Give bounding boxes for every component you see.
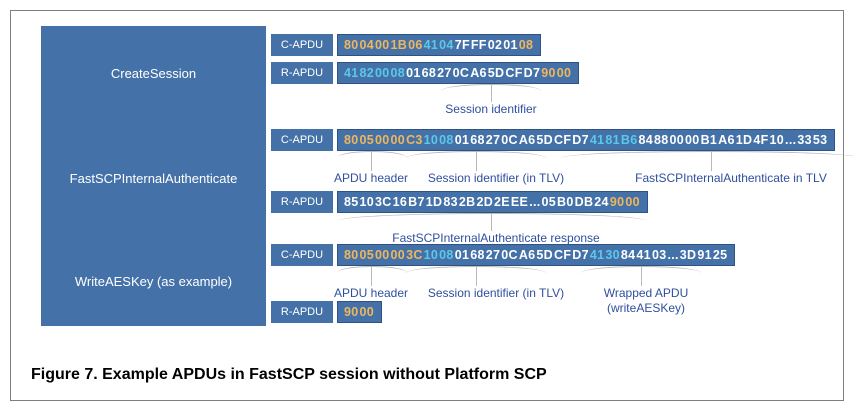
r-apdu-tag-writeaeskey: R-APDU: [271, 301, 333, 323]
c-apdu-tag-fastscp: C-APDU: [271, 129, 333, 151]
connector-brace: [337, 266, 407, 280]
section-writeaeskey: WriteAESKey (as example) C-APDU 80 05 00 00…: [41, 236, 835, 326]
connector-brace: [406, 266, 546, 280]
section-label-fastscpinternalauthenticate: FastSCPInternalAuthenticate: [41, 121, 266, 236]
r-apdu-tag-fastscp: R-APDU: [271, 191, 333, 213]
annotation-session-identifier-2: Session identifier (in TLV): [401, 171, 591, 185]
section-label-writeaeskey: WriteAESKey (as example): [41, 236, 266, 326]
connector-brace: [581, 266, 701, 280]
connector-brace: [337, 213, 647, 229]
r-apdu-data-createsession[interactable]: 41 82 00 08 01 68 27 0C A6 5D CF D7 90 00: [337, 62, 579, 84]
r-apdu-data-fastscp[interactable]: 85 10 3C 16 B7 1D 83 2B 2D 2E EE... 05 B0 DB 24 90 00: [337, 191, 648, 213]
connector-brace: [441, 84, 541, 98]
section-fastscpinternalauthenticate: FastSCPInternalAuthenticate C-APDU 80 05 0…: [41, 121, 835, 236]
connector-brace: [561, 151, 854, 165]
connector-brace: [406, 151, 546, 165]
section-label-createsession: CreateSession: [41, 26, 266, 121]
c-apdu-data-writeaeskey[interactable]: 80 05 00 00 3C 10 08 01 68 27 0C A6 5D CF D7 41 30 84 41 03…: [337, 244, 735, 266]
r-apdu-data-writeaeskey[interactable]: 90 00: [337, 301, 382, 323]
c-apdu-tag-createsession: C-APDU: [271, 34, 333, 56]
diagram-content: CreateSession C-APDU 80 04 00 1B 06 41 04 7F FF 0…: [41, 26, 835, 356]
annotation-session-identifier-3: Session identifier (in TLV): [401, 286, 591, 300]
diagram-frame: CreateSession C-APDU 80 04 00 1B 06 41 04 7F FF 0…: [10, 10, 844, 401]
section-createsession: CreateSession C-APDU 80 04 00 1B 06 41 04 7F FF 0…: [41, 26, 835, 121]
annotation-session-identifier-1: Session identifier: [401, 102, 581, 116]
c-apdu-data-createsession[interactable]: 80 04 00 1B 06 41 04 7F FF 02 01 08: [337, 34, 541, 56]
r-apdu-tag-createsession: R-APDU: [271, 62, 333, 84]
connector-brace: [337, 151, 407, 165]
c-apdu-data-fastscp[interactable]: 80 05 00 00 C3 10 08 01 68 27 0C A6 5D CF D7 41 81 B6 84 88…: [337, 129, 835, 151]
annotation-fastscp-in-tlv: FastSCPInternalAuthenticate in TLV: [601, 171, 854, 185]
annotation-wrapped-apdu: Wrapped APDU (writeAESKey): [571, 286, 721, 316]
figure-caption: Figure 7. Example APDUs in FastSCP sessi…: [31, 366, 547, 384]
c-apdu-tag-writeaeskey: C-APDU: [271, 244, 333, 266]
